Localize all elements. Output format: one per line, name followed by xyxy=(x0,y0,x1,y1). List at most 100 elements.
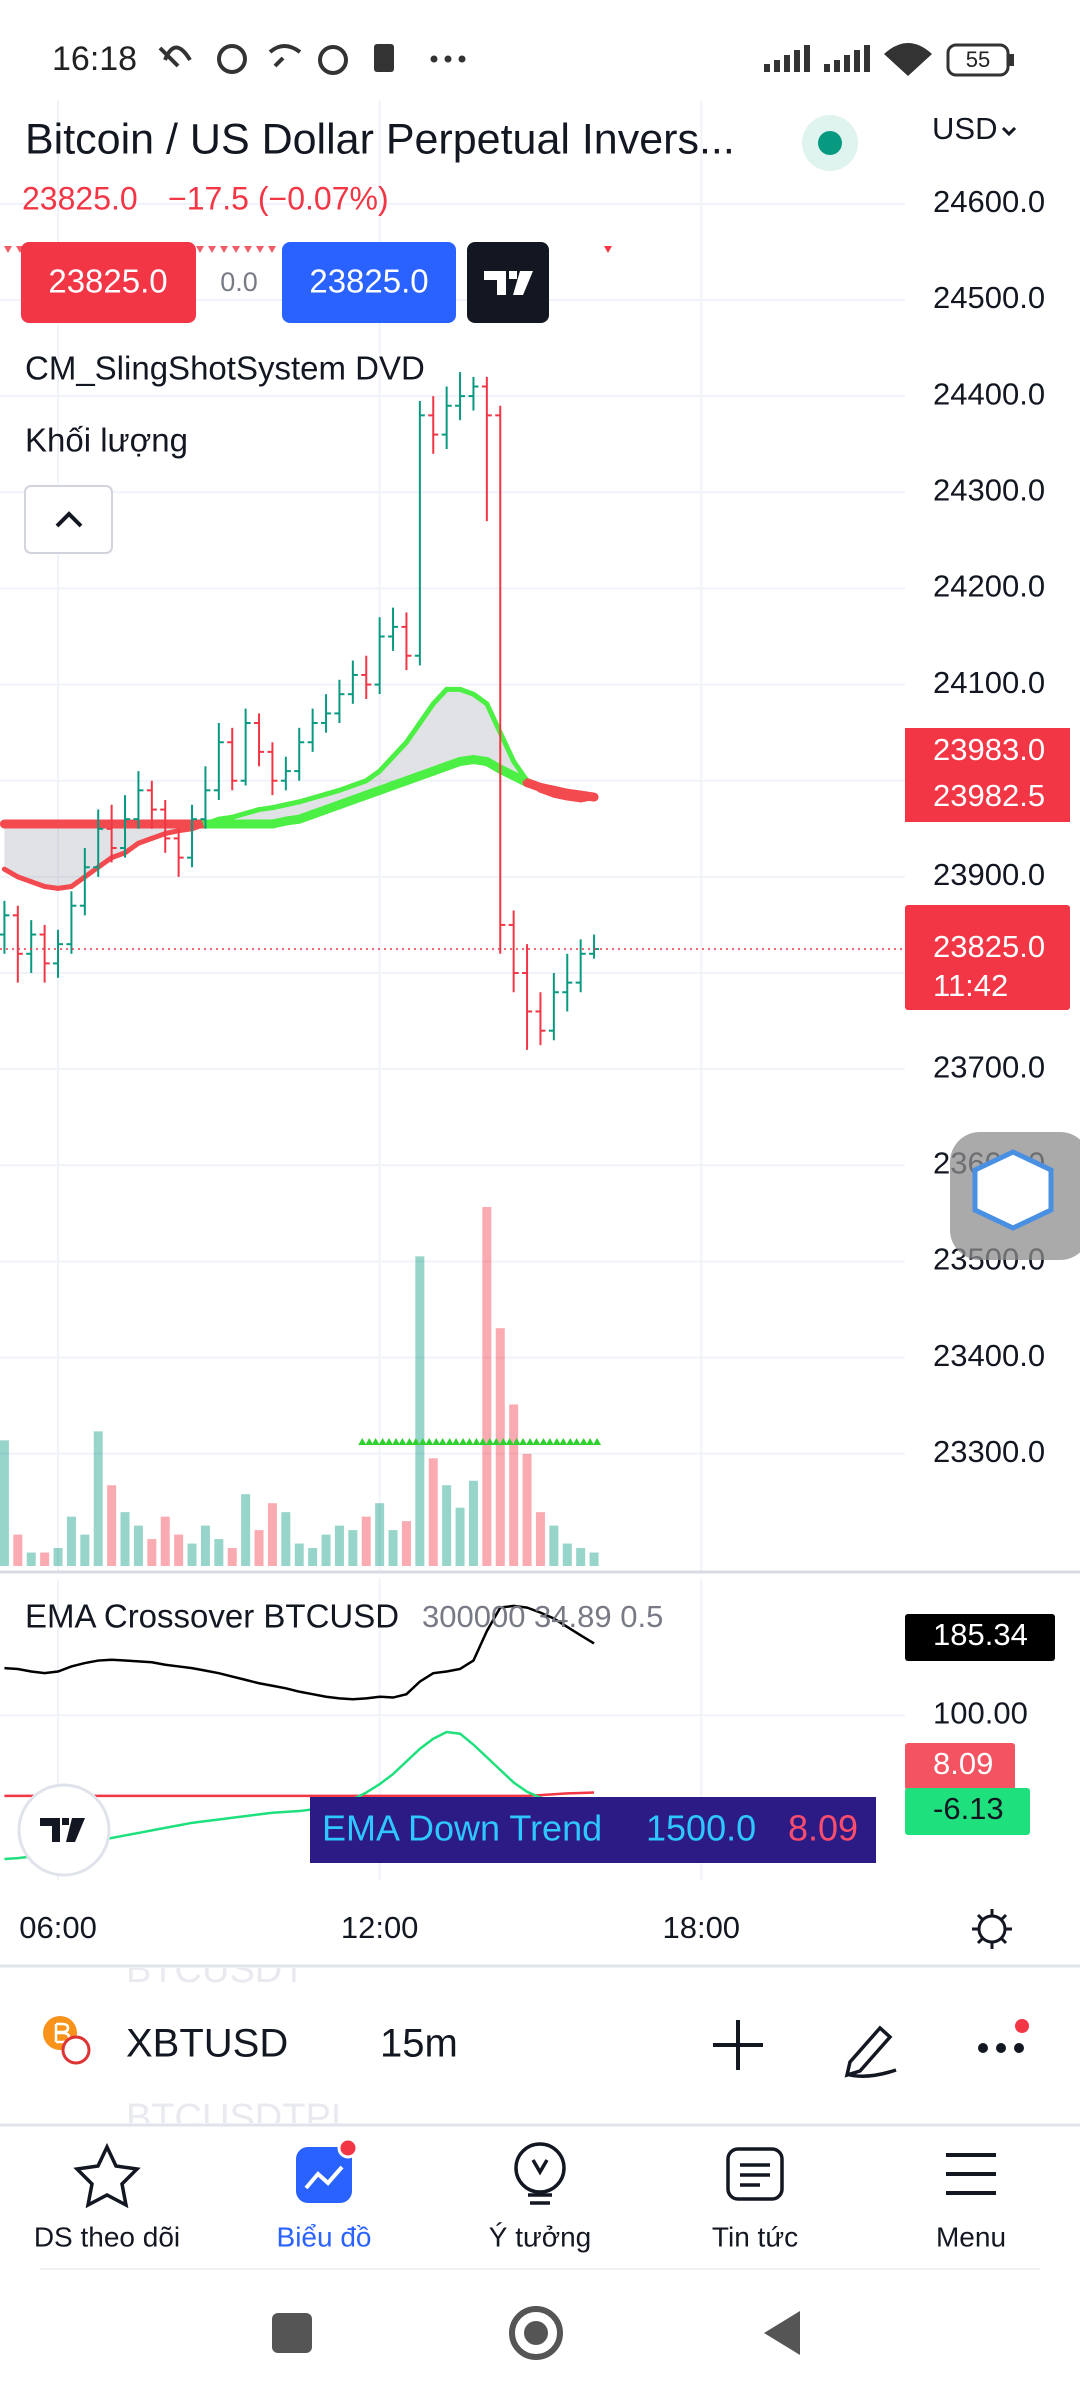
ma-label: 23982.5 xyxy=(933,778,1045,813)
volume-bar xyxy=(455,1507,465,1566)
ema-params: 300000 34.89 0.5 xyxy=(422,1599,663,1634)
signal-marker xyxy=(604,246,612,253)
signal-marker xyxy=(438,1438,454,1445)
ma-line xyxy=(484,701,503,736)
signal-marker xyxy=(196,246,204,253)
settings-icon[interactable] xyxy=(972,1909,1012,1949)
back-button[interactable] xyxy=(764,2311,800,2355)
volume-bar xyxy=(589,1552,599,1566)
volume-bar xyxy=(388,1530,398,1566)
ma-line xyxy=(470,691,490,707)
last-price: 23825.0 xyxy=(22,180,138,216)
symbol-title[interactable]: Bitcoin / US Dollar Perpetual Invers... xyxy=(25,115,735,163)
recents-button[interactable] xyxy=(272,2313,312,2353)
buy-button[interactable] xyxy=(282,242,456,323)
signal-marker xyxy=(465,1438,481,1445)
volume-bar xyxy=(214,1539,224,1566)
signal-marker xyxy=(256,246,264,253)
volume-bar xyxy=(509,1404,519,1566)
nav-icon[interactable] xyxy=(73,2142,141,2209)
nav-icon[interactable] xyxy=(726,2147,784,2201)
y-tick-label: 23300.0 xyxy=(933,1434,1045,1469)
price-label: 23825.0 xyxy=(933,929,1045,964)
ema-value-label: 185.34 xyxy=(933,1617,1028,1652)
ma-line xyxy=(524,778,543,793)
trade-panel-button[interactable] xyxy=(467,242,549,323)
volume-bar xyxy=(200,1525,210,1566)
ma-line xyxy=(95,855,115,870)
signal-marker xyxy=(559,1438,575,1445)
nav-icon[interactable] xyxy=(296,2147,352,2203)
ema-trend-value: 1500.0 xyxy=(646,1808,756,1849)
home-button[interactable] xyxy=(509,2306,563,2360)
volume-bar xyxy=(147,1539,157,1566)
volume-bar xyxy=(576,1548,586,1566)
volume-bar xyxy=(428,1458,438,1566)
price-change: −17.5 (−0.07%) xyxy=(168,180,389,216)
indicator-name[interactable]: CM_SlingShotSystem DVD xyxy=(25,350,425,387)
ma-line xyxy=(68,874,88,889)
ma-line xyxy=(417,701,436,726)
draw-button[interactable] xyxy=(844,2025,897,2078)
ma-line xyxy=(377,754,396,774)
nav-icon-glyph xyxy=(740,2163,770,2187)
battery xyxy=(946,43,1010,77)
volume-bar xyxy=(13,1534,23,1566)
nav-icon-glyph xyxy=(304,2165,344,2190)
nav-icon-glyph xyxy=(528,2159,552,2205)
volume-bar xyxy=(348,1530,358,1566)
y-tick-label: 23400.0 xyxy=(933,1338,1045,1373)
indicator-name[interactable]: Khối lượng xyxy=(25,422,188,459)
ema-trend-value: 8.09 xyxy=(788,1808,858,1849)
tradingview-badge[interactable] xyxy=(17,1783,111,1877)
currency-chevron xyxy=(1001,126,1017,137)
volume-bar xyxy=(0,1440,9,1566)
volume-bar xyxy=(107,1485,117,1566)
volume-bar xyxy=(401,1521,411,1566)
nav-label[interactable]: Biểu đồ xyxy=(277,2221,372,2252)
ema-title[interactable]: EMA Crossover BTCUSD xyxy=(25,1598,399,1635)
ma-line xyxy=(82,864,101,880)
volume-bar xyxy=(241,1494,251,1566)
nav-label[interactable]: DS theo dõi xyxy=(34,2221,180,2252)
add-button[interactable] xyxy=(713,2020,763,2070)
signal-marker xyxy=(532,1438,548,1445)
volume-bar xyxy=(375,1503,385,1566)
volume-bar xyxy=(482,1207,492,1566)
volume-bar xyxy=(160,1516,170,1566)
ma-band xyxy=(4,689,595,889)
ma-line xyxy=(363,768,383,784)
tv-logo xyxy=(484,271,533,295)
nav-label[interactable]: Menu xyxy=(936,2221,1006,2252)
nav-label[interactable]: Ý tưởng xyxy=(489,2221,591,2252)
x-tick-label: 12:00 xyxy=(341,1910,419,1945)
clock: 16:18 xyxy=(52,40,137,78)
badge-logo xyxy=(40,1818,85,1842)
interval[interactable]: 15m xyxy=(380,2022,458,2066)
symbol[interactable]: XBTUSD xyxy=(126,2022,288,2066)
status-icons xyxy=(158,44,348,75)
signal-marker xyxy=(268,246,276,253)
signal-marker xyxy=(572,1438,588,1445)
collapse-button[interactable] xyxy=(24,485,113,554)
ma-line xyxy=(122,840,141,856)
sell-button[interactable] xyxy=(21,242,196,323)
signal-marker xyxy=(371,1438,387,1445)
nav-icon[interactable] xyxy=(946,2153,996,2195)
price-label-box xyxy=(905,905,1070,1010)
volume-bar xyxy=(468,1480,478,1566)
signal-marker xyxy=(244,246,252,253)
currency[interactable]: USD xyxy=(932,111,997,146)
more-dots xyxy=(430,55,466,63)
volume-label: 351.7K xyxy=(905,1540,1057,1584)
signal-marker xyxy=(425,1438,441,1445)
nav-icon[interactable] xyxy=(514,2142,566,2194)
signal-marker xyxy=(411,1438,427,1445)
battery-level: 55 xyxy=(966,47,990,72)
ema-trend-box xyxy=(310,1797,876,1863)
nav-badge xyxy=(337,2137,359,2159)
nav-label[interactable]: Tin tức xyxy=(712,2221,798,2252)
price-axis: 24600.0 24500.0 24400.0 24300.0 24200.0 24100… xyxy=(905,184,1070,1584)
more-button[interactable] xyxy=(978,2043,1024,2053)
market-status-dot xyxy=(818,131,842,155)
